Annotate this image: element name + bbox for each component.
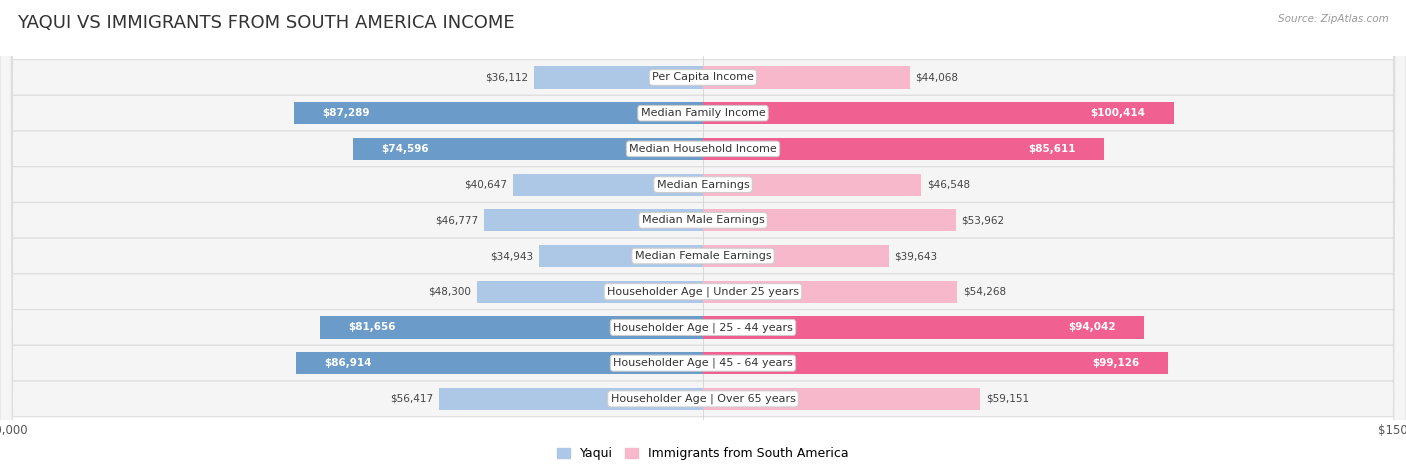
Bar <box>439 388 703 410</box>
Text: $40,647: $40,647 <box>464 180 508 190</box>
Text: $100,414: $100,414 <box>1091 108 1146 118</box>
Text: $56,417: $56,417 <box>389 394 433 404</box>
Bar <box>703 316 1143 339</box>
Text: Per Capita Income: Per Capita Income <box>652 72 754 83</box>
Bar <box>295 352 703 374</box>
Text: Median Female Earnings: Median Female Earnings <box>634 251 772 261</box>
Text: $81,656: $81,656 <box>349 322 396 333</box>
Bar <box>703 245 889 267</box>
Text: $87,289: $87,289 <box>322 108 370 118</box>
Text: $94,042: $94,042 <box>1069 322 1115 333</box>
Text: $46,777: $46,777 <box>434 215 478 225</box>
Text: Median Earnings: Median Earnings <box>657 180 749 190</box>
Text: Median Household Income: Median Household Income <box>628 144 778 154</box>
Bar <box>703 102 1174 124</box>
Text: YAQUI VS IMMIGRANTS FROM SOUTH AMERICA INCOME: YAQUI VS IMMIGRANTS FROM SOUTH AMERICA I… <box>17 14 515 32</box>
Text: Householder Age | 45 - 64 years: Householder Age | 45 - 64 years <box>613 358 793 368</box>
Bar <box>703 209 956 231</box>
Text: $46,548: $46,548 <box>927 180 970 190</box>
Bar <box>703 174 921 196</box>
Text: $53,962: $53,962 <box>962 215 1005 225</box>
Text: Median Male Earnings: Median Male Earnings <box>641 215 765 225</box>
Bar <box>477 281 703 303</box>
Bar <box>703 388 980 410</box>
Bar <box>703 281 957 303</box>
Text: $86,914: $86,914 <box>323 358 371 368</box>
Bar <box>484 209 703 231</box>
Text: Householder Age | 25 - 44 years: Householder Age | 25 - 44 years <box>613 322 793 333</box>
Text: $48,300: $48,300 <box>429 287 471 297</box>
Bar <box>540 245 703 267</box>
Bar <box>703 352 1167 374</box>
Text: $99,126: $99,126 <box>1092 358 1139 368</box>
Bar <box>703 66 910 89</box>
Bar <box>294 102 703 124</box>
Bar <box>513 174 703 196</box>
Text: Householder Age | Over 65 years: Householder Age | Over 65 years <box>610 394 796 404</box>
Text: $36,112: $36,112 <box>485 72 529 83</box>
Bar <box>703 138 1104 160</box>
Text: $85,611: $85,611 <box>1029 144 1076 154</box>
Text: $39,643: $39,643 <box>894 251 938 261</box>
Bar <box>534 66 703 89</box>
Text: $34,943: $34,943 <box>491 251 534 261</box>
Text: Median Family Income: Median Family Income <box>641 108 765 118</box>
Text: Source: ZipAtlas.com: Source: ZipAtlas.com <box>1278 14 1389 24</box>
Bar <box>321 316 703 339</box>
Text: $74,596: $74,596 <box>381 144 429 154</box>
Text: Householder Age | Under 25 years: Householder Age | Under 25 years <box>607 286 799 297</box>
Bar <box>353 138 703 160</box>
Text: $54,268: $54,268 <box>963 287 1007 297</box>
Legend: Yaqui, Immigrants from South America: Yaqui, Immigrants from South America <box>553 442 853 465</box>
Text: $59,151: $59,151 <box>986 394 1029 404</box>
Text: $44,068: $44,068 <box>915 72 957 83</box>
